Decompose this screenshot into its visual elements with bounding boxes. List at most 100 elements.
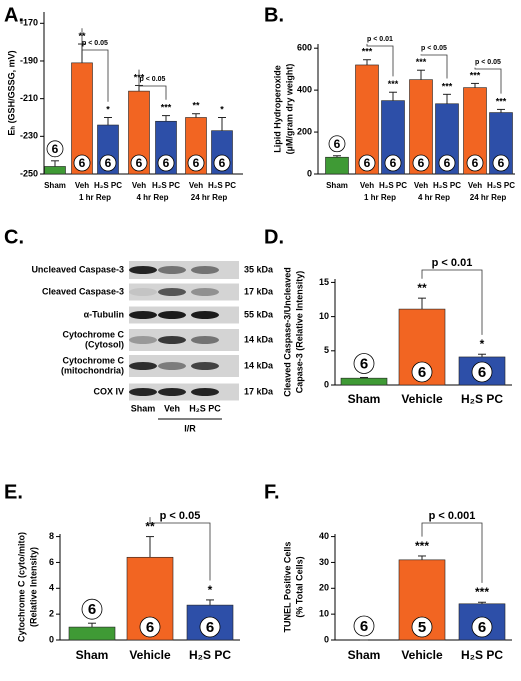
x-tick-label: H₂S PC <box>461 392 503 406</box>
n-circle <box>466 154 484 172</box>
y-axis-label: (Relative Intensity) <box>28 547 38 627</box>
blot-kda-label: 17 kDa <box>244 286 274 296</box>
blot-band <box>158 311 186 319</box>
n-circle <box>492 154 510 172</box>
bracket-label: p < 0.05 <box>140 76 166 83</box>
significance-stars: * <box>208 583 213 597</box>
x-tick-label: H₂S PC <box>94 181 122 190</box>
significance-stars: *** <box>415 539 429 553</box>
group-label: 4 hr Rep <box>136 193 168 202</box>
y-axis-label: TUNEL Positive Cells <box>282 542 292 633</box>
panel-letter: E. <box>4 481 23 503</box>
x-tick-label: H₂S PC <box>189 648 231 662</box>
n-circle <box>412 154 430 172</box>
blot-lane-label: H₂S PC <box>189 403 221 413</box>
y-tick-label: 400 <box>297 85 312 95</box>
blot-row-label: α-Tubulin <box>84 309 124 319</box>
significance-stars: *** <box>416 57 427 67</box>
y-tick-label: -230 <box>20 131 38 141</box>
significance-stars: *** <box>442 81 453 91</box>
x-tick-label: Veh <box>189 181 203 190</box>
n-label: 6 <box>418 364 426 381</box>
y-tick-label: 0 <box>307 168 312 178</box>
n-circle <box>73 154 91 172</box>
blot-row-label: Cleaved Caspase-3 <box>42 286 124 296</box>
n-circle <box>411 616 433 638</box>
x-tick-label: H₂S PC <box>379 181 407 190</box>
n-label: 6 <box>163 156 170 170</box>
n-circle <box>471 616 493 638</box>
blot-band <box>158 362 186 370</box>
x-tick-label: H₂S PC <box>461 648 503 662</box>
y-tick-label: -170 <box>20 18 38 28</box>
blot-band <box>191 266 219 274</box>
n-label: 6 <box>193 156 200 170</box>
significance-stars: *** <box>362 47 373 57</box>
n-circle <box>46 140 64 158</box>
blot-band <box>158 288 186 296</box>
n-label: 6 <box>478 364 486 381</box>
n-circle <box>471 361 493 383</box>
n-label: 6 <box>478 619 486 636</box>
y-axis-label: Eₕ (GSH/GSSG, mV) <box>6 50 16 135</box>
panel-letter: A. <box>4 4 24 26</box>
significance-stars: ** <box>417 281 427 295</box>
significance-stars: ** <box>192 101 200 111</box>
n-label: 6 <box>360 355 368 372</box>
n-circle <box>99 154 117 172</box>
y-tick-label: 0 <box>324 379 329 389</box>
blot-row-label: COX IV <box>93 386 124 396</box>
y-axis-label: (µM/gram dry weight) <box>284 64 294 155</box>
bracket-label: p < 0.05 <box>421 45 447 52</box>
blot-row-label: Cytochrome C <box>62 355 124 365</box>
n-circle <box>213 154 231 172</box>
blot-band <box>158 336 186 344</box>
significance-bracket <box>81 28 109 102</box>
n-label: 6 <box>364 156 371 170</box>
x-tick-label: Veh <box>414 181 428 190</box>
y-tick-label: 20 <box>319 583 329 593</box>
blot-group-label: I/R <box>184 423 196 433</box>
y-tick-label: 40 <box>319 531 329 541</box>
y-tick-label: 10 <box>319 609 329 619</box>
n-circle <box>139 616 161 638</box>
panel-letter: C. <box>4 226 24 248</box>
bar <box>68 626 116 641</box>
n-label: 6 <box>206 619 214 636</box>
group-label: 1 hr Rep <box>79 193 111 202</box>
y-tick-label: 15 <box>319 277 329 287</box>
blot-band <box>158 266 186 274</box>
n-label: 6 <box>146 619 154 636</box>
significance-stars: * <box>106 104 110 114</box>
panel-letter: B. <box>264 4 284 26</box>
y-axis-label: (% Total Cells) <box>294 556 304 617</box>
blot-band <box>191 311 219 319</box>
group-label: 1 hr Rep <box>364 193 396 202</box>
blot-band <box>158 388 186 396</box>
bracket-label: p < 0.05 <box>82 40 108 47</box>
significance-bracket <box>366 43 394 77</box>
blot-band <box>191 288 219 296</box>
significance-stars: * <box>220 104 224 114</box>
x-tick-label: Veh <box>75 181 89 190</box>
y-axis-label: Capase-3 (Relative Intensity) <box>294 271 304 394</box>
blot-band <box>129 266 157 274</box>
x-tick-label: Veh <box>360 181 374 190</box>
bar <box>44 166 66 175</box>
blot-band <box>191 388 219 396</box>
blot-band <box>129 362 157 370</box>
x-tick-label: H₂S PC <box>152 181 180 190</box>
n-label: 6 <box>334 137 341 151</box>
significance-stars: *** <box>470 70 481 80</box>
bracket-label: p < 0.05 <box>475 59 501 66</box>
bracket-label: p < 0.01 <box>367 36 393 43</box>
significance-stars: ** <box>145 520 155 534</box>
blot-kda-label: 55 kDa <box>244 309 274 319</box>
bracket-label: p < 0.001 <box>429 510 476 522</box>
n-label: 6 <box>52 142 59 156</box>
blot-band <box>129 336 157 344</box>
x-tick-label: Sham <box>326 181 348 190</box>
blot-band <box>191 336 219 344</box>
significance-bracket <box>421 522 483 583</box>
